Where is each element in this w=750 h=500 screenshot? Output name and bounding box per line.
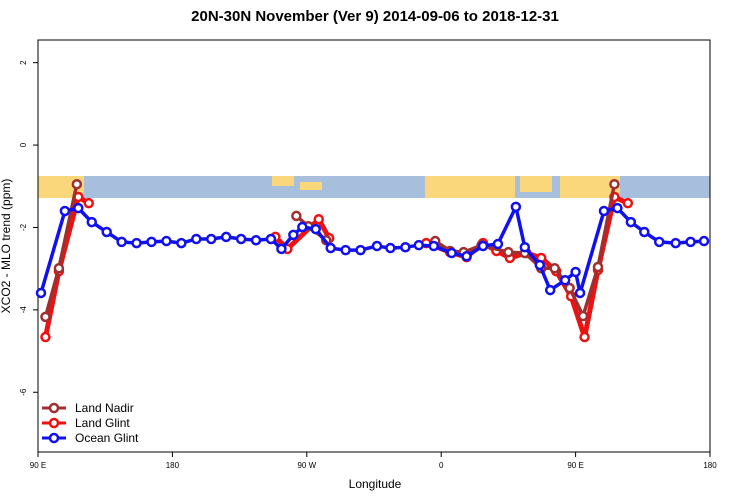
data-point	[355, 244, 366, 256]
y-tick-label: 2	[19, 60, 28, 65]
data-point	[83, 197, 95, 209]
data-point	[59, 205, 71, 217]
data-point	[685, 236, 696, 248]
data-point	[73, 202, 84, 214]
data-point	[592, 261, 604, 273]
legend-marker	[48, 417, 60, 429]
data-point	[400, 241, 411, 253]
y-tick-label: -6	[19, 388, 28, 396]
data-point	[53, 262, 65, 274]
data-point	[313, 213, 324, 225]
data-point	[653, 236, 665, 248]
legend-label: Land Glint	[75, 416, 130, 430]
data-point	[35, 287, 47, 299]
data-point	[297, 221, 308, 233]
data-point	[276, 243, 287, 255]
data-point	[698, 235, 710, 247]
x-tick-label: 180	[703, 461, 717, 470]
data-point	[176, 237, 187, 249]
data-point	[503, 246, 514, 258]
x-tick-label: 90 E	[30, 461, 46, 470]
data-point	[40, 331, 51, 343]
data-point	[371, 240, 383, 252]
data-point	[625, 216, 637, 228]
legend-marker	[48, 432, 60, 444]
y-tick-label: -4	[19, 306, 28, 314]
data-point	[116, 236, 127, 248]
data-point	[579, 331, 590, 343]
data-point	[291, 210, 302, 222]
data-point	[670, 237, 681, 249]
data-point	[413, 239, 425, 251]
data-point	[146, 236, 157, 248]
data-point	[265, 233, 277, 245]
data-point	[288, 229, 299, 241]
y-tick-label: -2	[19, 223, 28, 231]
data-point	[549, 262, 560, 274]
data-point	[461, 251, 472, 262]
y-axis-label: XCO2 - MLO trend (ppm)	[0, 179, 13, 314]
legend-label: Land Nadir	[75, 401, 134, 415]
data-point	[220, 231, 232, 243]
data-point	[101, 226, 112, 238]
x-tick-label: 0	[439, 461, 444, 470]
data-point	[428, 240, 439, 252]
data-point	[340, 244, 351, 256]
data-point	[385, 242, 396, 254]
data-point	[161, 235, 172, 247]
data-point	[639, 226, 650, 238]
data-point	[205, 233, 217, 245]
data-point	[446, 247, 457, 259]
data-point	[71, 178, 83, 190]
data-point	[477, 240, 489, 252]
data-point	[86, 216, 98, 228]
legend-label: Ocean Glint	[75, 431, 139, 445]
data-point	[235, 233, 247, 245]
data-point	[191, 233, 202, 245]
data-point	[559, 274, 571, 286]
data-point	[544, 284, 556, 296]
data-point	[598, 205, 610, 217]
x-tick-label: 90 W	[297, 461, 316, 470]
data-point	[577, 310, 589, 322]
data-point	[570, 266, 581, 278]
x-tick-label: 180	[166, 461, 180, 470]
legend-marker	[48, 402, 60, 414]
map-strip	[38, 176, 710, 198]
data-point	[564, 282, 575, 294]
data-point	[612, 202, 623, 214]
data-point	[574, 287, 586, 299]
x-tick-label: 90 E	[567, 461, 583, 470]
y-tick-label: 0	[19, 142, 28, 147]
data-point	[519, 241, 531, 253]
data-point	[310, 223, 322, 235]
plot-frame	[37, 39, 711, 453]
data-point	[609, 178, 620, 190]
data-point	[510, 201, 522, 213]
chart-title: 20N-30N November (Ver 9) 2014-09-06 to 2…	[191, 8, 559, 25]
data-point	[131, 237, 142, 249]
data-point	[622, 197, 634, 209]
x-axis-label: Longitude	[349, 477, 402, 491]
data-point	[250, 234, 262, 246]
data-point	[40, 311, 51, 323]
data-point	[325, 242, 336, 254]
data-point	[534, 259, 546, 271]
data-point	[492, 238, 504, 250]
